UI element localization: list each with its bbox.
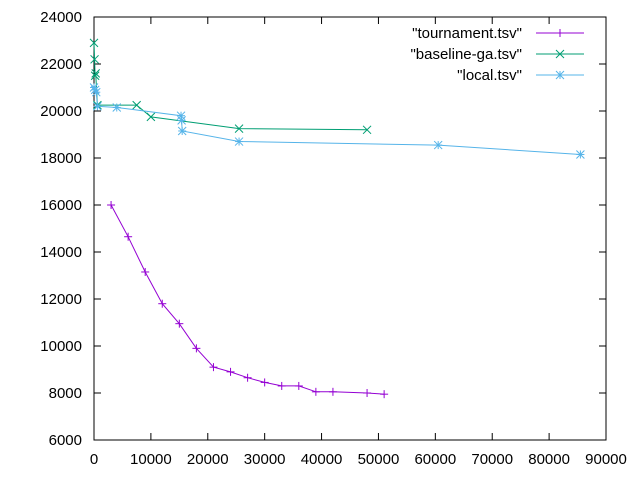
data-point [89,38,99,48]
legend-entry: "tournament.tsv" [412,25,584,42]
data-point [112,103,122,112]
data-point [192,344,201,353]
y-tick-label: 10000 [40,338,82,355]
data-point [175,319,184,328]
series-line [93,42,368,131]
data-point [132,100,142,110]
data-point [107,201,116,209]
data-point [277,381,286,390]
legend-label: "local.tsv" [457,67,522,84]
data-point [177,126,187,136]
data-point [363,389,372,397]
data-point [93,101,102,111]
data-point [226,367,235,376]
x-tick-label: 30000 [244,451,286,468]
x-tick-label: 70000 [471,451,513,468]
data-point [433,140,443,150]
y-tick-label: 14000 [40,244,82,261]
series-local-tsv [89,83,585,159]
y-tick-label: 18000 [40,150,82,167]
data-point [311,387,320,396]
data-point [243,373,252,382]
legend: "tournament.tsv" "baseline-ga.tsv" "local.… [410,25,584,84]
data-point [294,381,303,390]
x-tick-label: 40000 [301,451,343,468]
data-point [576,150,585,159]
series-line [93,87,581,155]
data-point [556,29,564,37]
series-baseline-ga-tsv [89,38,372,135]
data-point [146,112,156,122]
y-tick-label: 8000 [49,385,82,402]
data-point [209,363,218,372]
x-tick-label: 50000 [358,451,400,468]
data-point [124,232,133,241]
data-point [90,71,100,81]
legend-label: "tournament.tsv" [412,25,522,42]
data-point [234,137,244,146]
data-point [158,299,167,308]
y-tick-label: 12000 [40,291,82,308]
legend-entry: "baseline-ga.tsv" [410,46,584,63]
y-tick-label: 20000 [40,103,82,120]
y-tick-label: 16000 [40,197,82,214]
series-layer [89,38,585,399]
data-point [362,125,372,135]
x-tick-label: 20000 [187,451,229,468]
legend-entry: "local.tsv" [457,67,584,84]
series-line [110,204,385,395]
data-point [328,387,337,396]
data-point [260,378,269,387]
axes: 6000 8000 10000 12000 14000 16000 18000 20000 22… [40,9,627,468]
data-point [555,70,565,80]
x-tick-label: 60000 [414,451,456,468]
x-tick-label: 80000 [528,451,570,468]
y-tick-label: 24000 [40,9,82,26]
x-tick-label: 90000 [585,451,627,468]
plot-border [93,16,607,441]
legend-label: "baseline-ga.tsv" [410,46,522,63]
y-tick-label: 22000 [40,56,82,73]
data-point [177,116,186,125]
data-point [91,69,101,78]
x-tick-label: 0 [90,451,98,468]
data-point [90,54,99,64]
data-point [91,87,101,97]
x-tick-label: 10000 [130,451,172,468]
y-tick-label: 6000 [49,432,82,449]
data-point [234,124,244,133]
data-point [141,267,150,276]
data-point [380,390,389,399]
series-tournament-tsv [107,201,389,399]
data-point [555,49,565,59]
